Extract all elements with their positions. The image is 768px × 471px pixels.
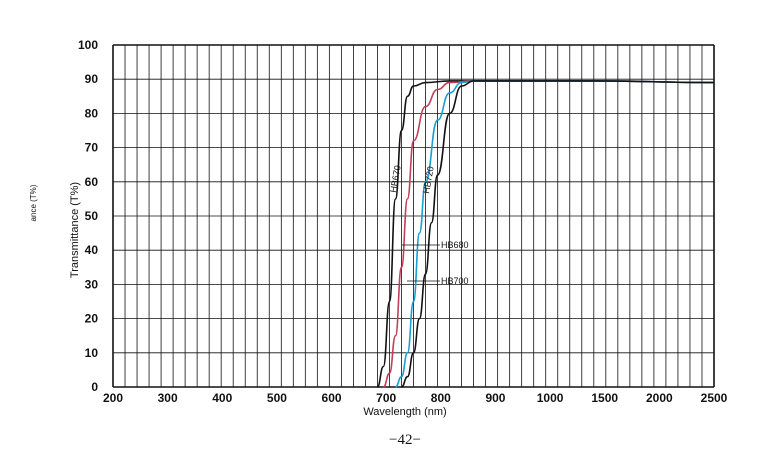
y-tick-label: 10 bbox=[85, 346, 99, 360]
y-tick-label: 30 bbox=[85, 277, 99, 291]
page-number: −42− bbox=[389, 432, 421, 448]
label-hb670: HB670 bbox=[388, 164, 403, 193]
x-tick-label: 1500 bbox=[591, 391, 618, 405]
y-tick-label: 0 bbox=[91, 380, 98, 394]
x-tick-label: 500 bbox=[267, 391, 287, 405]
label-hb700: HB700 bbox=[441, 276, 469, 286]
x-tick-label: 1000 bbox=[537, 391, 564, 405]
y-tick-label: 20 bbox=[85, 312, 99, 326]
series-layer bbox=[376, 80, 715, 388]
x-tick-label: 800 bbox=[431, 391, 451, 405]
label-layer: 200 300 400 500 600 700 800 900 1000 1500 2000 2500… bbox=[29, 38, 728, 448]
y-tick-label: 100 bbox=[78, 38, 98, 52]
x-tick-label: 400 bbox=[212, 391, 232, 405]
series-line-hb680 bbox=[383, 80, 715, 388]
y-tick-label: 60 bbox=[85, 175, 99, 189]
y-tick-label: 80 bbox=[85, 106, 99, 120]
y-tick-label: 40 bbox=[85, 243, 99, 257]
x-tick-label: 300 bbox=[158, 391, 178, 405]
series-line-hb720 bbox=[401, 80, 715, 388]
x-tick-label: 600 bbox=[322, 391, 342, 405]
x-tick-label: 900 bbox=[485, 391, 505, 405]
y-tick-label: 50 bbox=[85, 209, 99, 223]
y-tick-label: 70 bbox=[85, 141, 99, 155]
y-axis-title-fragment: ance (T%) bbox=[29, 184, 38, 221]
x-tick-label: 2000 bbox=[646, 391, 673, 405]
y-tick-label: 90 bbox=[85, 72, 99, 86]
chart-grid bbox=[112, 44, 715, 388]
label-hb720: HB720 bbox=[421, 165, 436, 194]
x-axis-title: Wavelength (nm) bbox=[363, 406, 446, 418]
x-tick-label: 700 bbox=[376, 391, 396, 405]
label-hb680: HB680 bbox=[441, 240, 469, 250]
x-tick-label: 200 bbox=[103, 391, 123, 405]
y-axis-title: Transmittance (T%) bbox=[69, 182, 81, 278]
x-tick-label: 2500 bbox=[701, 391, 728, 405]
